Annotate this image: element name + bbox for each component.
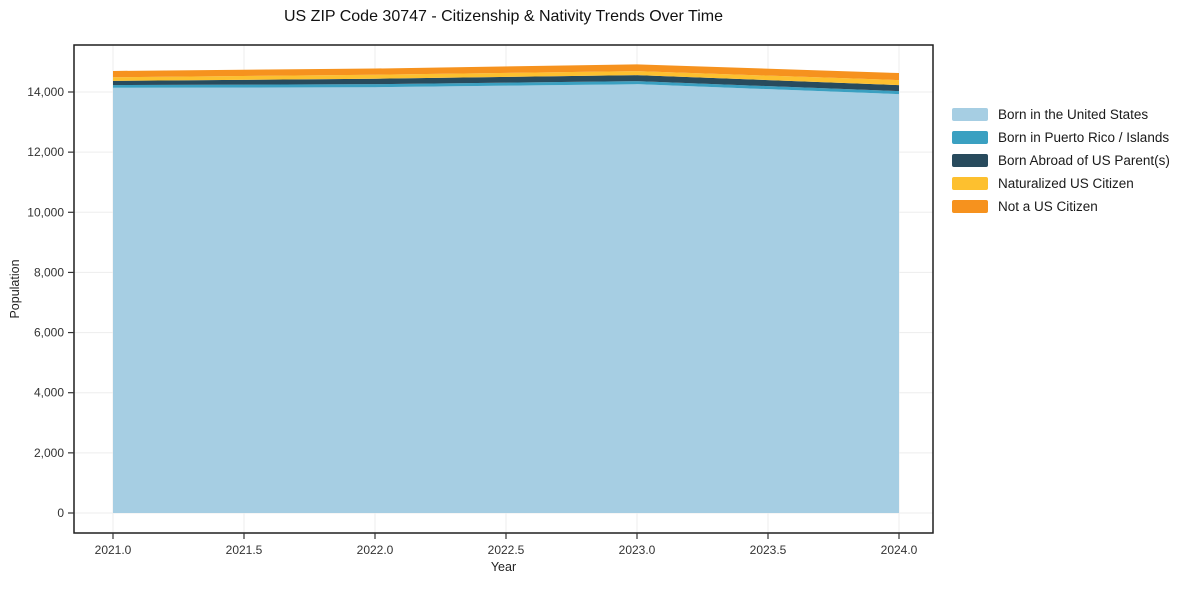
legend-item-born-in-the-united-states: Born in the United States xyxy=(952,106,1170,122)
area-born-in-puerto-rico-islands xyxy=(113,81,899,95)
legend-item-naturalized-us-citizen: Naturalized US Citizen xyxy=(952,175,1170,191)
y-tick-label: 10,000 xyxy=(27,205,64,219)
x-axis-label: Year xyxy=(490,560,517,574)
y-tick-label: 0 xyxy=(57,506,64,520)
area-born-abroad-of-us-parent-s xyxy=(113,75,899,92)
x-tick-label: 2023.5 xyxy=(750,543,787,557)
legend-swatch xyxy=(952,130,988,144)
y-tick-label: 12,000 xyxy=(27,145,64,159)
legend: Born in the United States Born in Puerto … xyxy=(952,106,1170,214)
area-not-a-us-citizen xyxy=(113,64,899,81)
x-tick-label: 2021.5 xyxy=(226,543,263,557)
x-tick-label: 2022.0 xyxy=(357,543,394,557)
y-tick-label: 4,000 xyxy=(34,386,64,400)
legend-swatch xyxy=(952,107,988,121)
x-tick-label: 2022.5 xyxy=(488,543,525,557)
y-tick-label: 6,000 xyxy=(34,326,64,340)
area-naturalized-us-citizen xyxy=(113,71,899,86)
legend-item-born-abroad-of-us-parent-s: Born Abroad of US Parent(s) xyxy=(952,152,1170,168)
legend-label: Naturalized US Citizen xyxy=(998,175,1134,191)
legend-label: Born in the United States xyxy=(998,106,1149,122)
legend-swatch xyxy=(952,153,988,167)
plot-frame xyxy=(73,44,934,534)
y-axis-label: Population xyxy=(8,259,22,319)
chart-title: US ZIP Code 30747 - Citizenship & Nativi… xyxy=(284,8,723,25)
x-tick-label: 2021.0 xyxy=(95,543,132,557)
x-tick-label: 2023.0 xyxy=(619,543,656,557)
legend-label: Born in Puerto Rico / Islands xyxy=(998,129,1170,145)
legend-item-born-in-puerto-rico-islands: Born in Puerto Rico / Islands xyxy=(952,129,1170,145)
area-born-in-the-united-states xyxy=(113,84,899,513)
legend-swatch xyxy=(952,176,988,190)
legend-label: Not a US Citizen xyxy=(998,198,1098,214)
legend-swatch xyxy=(952,199,988,213)
legend-label: Born Abroad of US Parent(s) xyxy=(998,152,1170,168)
x-tick-label: 2024.0 xyxy=(881,543,918,557)
y-tick-label: 2,000 xyxy=(34,446,64,460)
legend-item-not-a-us-citizen: Not a US Citizen xyxy=(952,198,1170,214)
y-tick-label: 14,000 xyxy=(27,85,64,99)
y-tick-label: 8,000 xyxy=(34,265,64,279)
